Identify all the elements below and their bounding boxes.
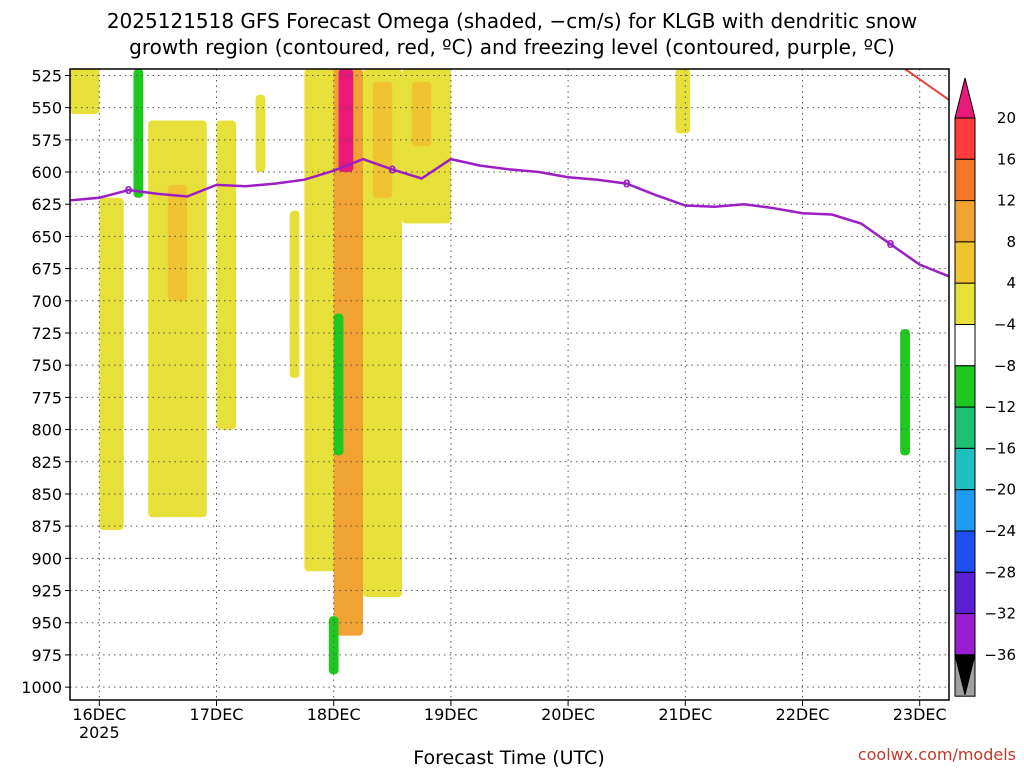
omega-region (675, 69, 691, 134)
omega-region (363, 69, 403, 597)
y-tick-label: 775 (31, 388, 62, 407)
x-tick-label: 21DEC (658, 705, 712, 724)
colorbar-tick-label: −16 (984, 439, 1016, 457)
x-tick-label: 19DEC (424, 705, 478, 724)
omega-region (148, 120, 207, 518)
x-tick-label: 20DEC (541, 705, 595, 724)
colorbar-swatch (954, 324, 976, 367)
colorbar-swatch (954, 200, 976, 243)
omega-region (99, 197, 124, 531)
colorbar-tick-label: 8 (1006, 233, 1016, 251)
omega-region (338, 69, 354, 173)
dgz-contour-line (904, 69, 949, 101)
colorbar-tick-label: −24 (984, 522, 1016, 540)
freezing-level-label: 0 (388, 163, 396, 176)
y-tick-label: 575 (31, 131, 62, 150)
plot-frame (69, 68, 950, 701)
colorbar-tick-label: −12 (984, 398, 1016, 416)
y-axis: 525 550 575 600 625 650 675 700 725 750 775 800 825 8… (21, 66, 70, 697)
freezing-level-label: 0 (125, 184, 133, 197)
y-tick-label: 600 (31, 163, 62, 182)
freezing-level-line (70, 157, 949, 278)
colorbar-bottom-arrow (954, 654, 976, 696)
y-tick-label: 1000 (21, 678, 62, 697)
y-tick-label: 900 (31, 549, 62, 568)
colorbar-swatch (954, 117, 976, 160)
x-axis-label: Forecast Time (UTC) (413, 747, 604, 768)
grid (70, 69, 949, 700)
y-tick-label: 750 (31, 356, 62, 375)
colorbar-top-arrow (954, 77, 976, 119)
omega-shading (70, 69, 910, 675)
x-tick-label: 18DEC (307, 705, 361, 724)
y-tick-label: 525 (31, 66, 62, 85)
colorbar-swatch (954, 613, 976, 656)
y-tick-label: 975 (31, 646, 62, 665)
colorbar-swatch (954, 282, 976, 326)
colorbar: 20 16 12 8 4 −4 −8 −12 −16 −20 −24 −28 −32 −36 (954, 77, 1016, 697)
colorbar-swatch (954, 158, 976, 202)
y-tick-label: 625 (31, 195, 62, 214)
title-line-2: growth region (contoured, red, ºC) and f… (129, 35, 895, 59)
freezing-level-label: 0 (623, 178, 631, 191)
colorbar-tick-label: −32 (984, 605, 1016, 623)
colorbar-tick-label: 16 (997, 150, 1016, 168)
colorbar-swatch (954, 406, 976, 449)
colorbar-tick-label: −4 (994, 316, 1016, 334)
colorbar-tick-label: −8 (994, 357, 1016, 375)
colorbar-swatch (954, 447, 976, 491)
colorbar-tick-label: −36 (984, 646, 1016, 664)
omega-region (338, 539, 354, 636)
x-tick-label: 22DEC (776, 705, 830, 724)
colorbar-swatch (954, 489, 976, 532)
freezing-level-label: 0 (887, 238, 895, 251)
omega-region (133, 69, 144, 198)
omega-region (70, 69, 100, 115)
title-line-1: 2025121518 GFS Forecast Omega (shaded, −… (107, 9, 917, 33)
y-tick-label: 950 (31, 614, 62, 633)
x-year-label: 2025 (79, 723, 120, 742)
omega-region (411, 81, 432, 147)
colorbar-swatch (954, 571, 976, 615)
x-tick-label: 17DEC (190, 705, 244, 724)
y-tick-label: 825 (31, 453, 62, 472)
y-tick-label: 925 (31, 582, 62, 601)
colorbar-swatch (954, 365, 976, 408)
colorbar-tick-label: −28 (984, 563, 1016, 581)
omega-region (900, 329, 910, 456)
colorbar-tick-label: 20 (997, 109, 1016, 127)
x-tick-label: 23DEC (893, 705, 947, 724)
omega-region (333, 313, 344, 456)
colorbar-tick-label: 4 (1006, 274, 1016, 292)
y-tick-label: 725 (31, 324, 62, 343)
omega-region (289, 210, 300, 379)
x-tick-label: 16DEC (72, 705, 126, 724)
omega-region (328, 616, 339, 675)
y-tick-label: 675 (31, 260, 62, 279)
colorbar-tick-label: 12 (997, 192, 1016, 210)
y-tick-label: 875 (31, 517, 62, 536)
y-tick-label: 650 (31, 227, 62, 246)
omega-region (167, 184, 188, 301)
colorbar-swatch (954, 530, 976, 573)
colorbar-swatch (954, 241, 976, 284)
colorbar-tick-label: −20 (984, 481, 1016, 499)
omega-region (216, 120, 237, 430)
contours: 0 0 0 0 (70, 69, 949, 278)
omega-region (333, 69, 363, 636)
y-tick-label: 550 (31, 99, 62, 118)
credit-text[interactable]: coolwx.com/models (858, 745, 1016, 764)
y-tick-label: 850 (31, 485, 62, 504)
y-tick-label: 700 (31, 292, 62, 311)
omega-region (255, 94, 266, 173)
y-tick-label: 800 (31, 421, 62, 440)
